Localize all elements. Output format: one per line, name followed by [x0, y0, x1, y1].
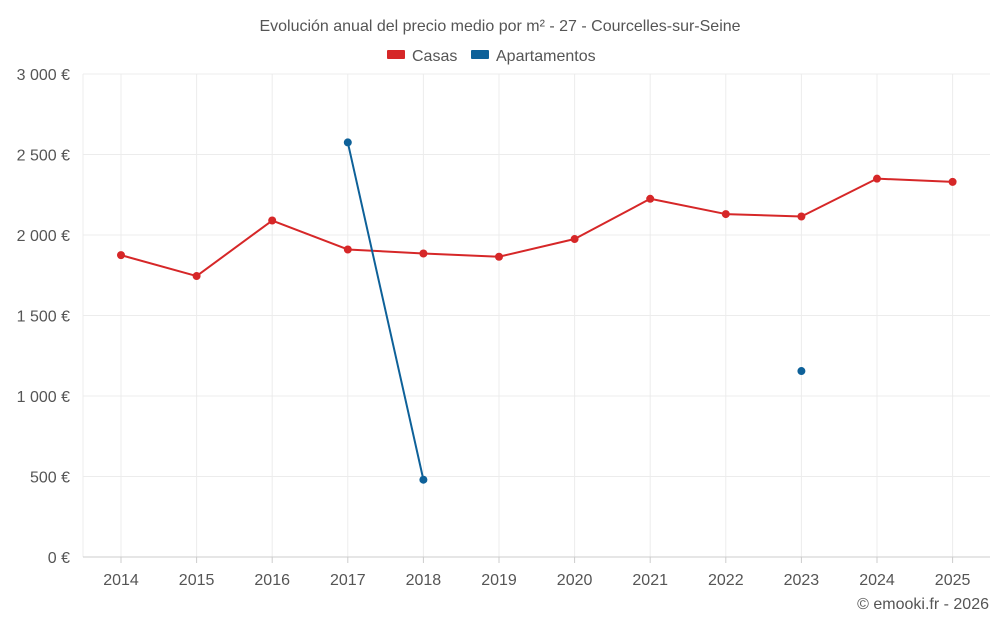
y-tick-label: 1 000 € — [17, 389, 70, 406]
data-point-casas-2023[interactable] — [797, 212, 806, 221]
legend-label-apartamentos: Apartamentos — [496, 48, 596, 65]
data-point-casas-2014[interactable] — [117, 251, 125, 260]
y-tick-label: 500 € — [30, 470, 70, 487]
data-point-casas-2017[interactable] — [343, 245, 352, 254]
data-point-casas-2015[interactable] — [192, 272, 201, 281]
y-tick-label: 0 € — [48, 550, 70, 567]
x-axis-ticks: 2014 2015 2016 2017 2018 2019 2020 2021 2022 2023… — [103, 557, 970, 589]
y-tick-label: 2 500 € — [17, 148, 70, 165]
series-layer — [117, 138, 957, 484]
data-point-casas-2024[interactable] — [873, 174, 881, 183]
data-point-apartamentos-2017[interactable] — [343, 138, 352, 147]
x-tick-label: 2022 — [708, 572, 744, 589]
series-casas — [117, 174, 957, 281]
legend-item-apartamentos[interactable]: Apartamentos — [471, 48, 596, 65]
x-tick-label: 2021 — [632, 572, 668, 589]
data-point-casas-2018[interactable] — [419, 249, 428, 258]
data-point-casas-2021[interactable] — [646, 194, 655, 203]
y-tick-label: 2 000 € — [17, 228, 70, 245]
data-point-casas-2016[interactable] — [268, 216, 277, 225]
x-tick-label: 2014 — [103, 572, 139, 589]
legend: Casas Apartamentos — [387, 48, 596, 65]
data-point-apartamentos-2023[interactable] — [797, 367, 806, 376]
series-line-apartamentos — [346, 141, 425, 481]
chart-title: Evolución anual del precio medio por m² … — [259, 18, 740, 35]
data-point-casas-2019[interactable] — [495, 252, 503, 261]
x-tick-label: 2018 — [406, 572, 442, 589]
series-line-casas — [120, 177, 954, 278]
data-point-casas-2022[interactable] — [721, 210, 730, 219]
grid-y — [83, 73, 990, 477]
x-tick-label: 2016 — [254, 572, 290, 589]
y-tick-label: 1 500 € — [17, 309, 70, 326]
data-point-casas-2020[interactable] — [570, 235, 579, 244]
x-tick-label: 2023 — [784, 572, 820, 589]
legend-label-casas: Casas — [412, 48, 457, 65]
x-tick-label: 2019 — [481, 572, 517, 589]
legend-swatch-casas — [387, 50, 405, 59]
grid-x — [82, 74, 954, 557]
y-tick-label: 3 000 € — [17, 67, 70, 84]
series-apartamentos — [343, 138, 806, 484]
x-tick-label: 2015 — [179, 572, 215, 589]
x-tick-label: 2020 — [557, 572, 593, 589]
legend-item-casas[interactable]: Casas — [387, 48, 457, 65]
legend-swatch-apartamentos — [471, 50, 489, 59]
x-tick-label: 2017 — [330, 572, 366, 589]
y-axis-ticks: 0 € 500 € 1 000 € 1 500 € 2 000 € 2 500 € 3 00… — [17, 67, 70, 567]
credit-text: © emooki.fr - 2026 — [857, 596, 989, 613]
data-point-apartamentos-2018[interactable] — [419, 475, 428, 484]
x-tick-label: 2024 — [859, 572, 895, 589]
data-point-casas-2025[interactable] — [948, 177, 957, 186]
x-tick-label: 2025 — [935, 572, 971, 589]
